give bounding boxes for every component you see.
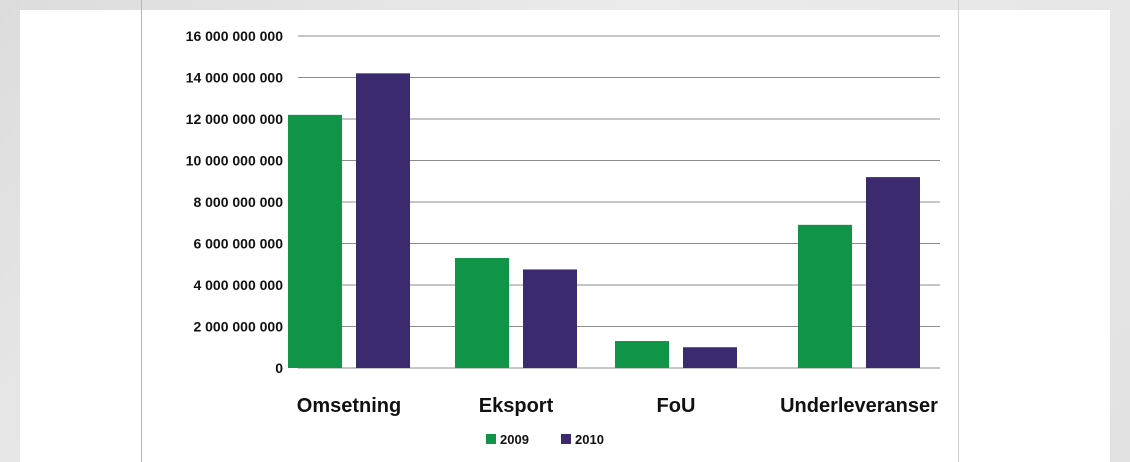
- y-tick-label: 12 000 000 000: [186, 111, 284, 127]
- x-category-label: Eksport: [479, 395, 554, 417]
- y-tick-label: 6 000 000 000: [193, 236, 283, 252]
- frame-divider-left: [141, 0, 142, 462]
- content-panel: [20, 10, 1110, 462]
- x-category-label: Omsetning: [297, 395, 401, 417]
- frame-divider-right: [958, 0, 959, 462]
- bar-2010-fou: [683, 347, 737, 368]
- y-tick-label: 14 000 000 000: [186, 70, 284, 86]
- bar-2009-fou: [615, 341, 669, 368]
- x-category-label: Underleveranser: [780, 395, 938, 417]
- bar-2009-omsetning: [288, 114, 342, 368]
- y-tick-label: 8 000 000 000: [193, 194, 283, 210]
- legend-label-2009: 2009: [500, 432, 529, 447]
- legend-swatch-2010: [561, 434, 571, 444]
- bar-2009-underleveranser: [798, 224, 852, 368]
- bar-2009-eksport: [455, 258, 509, 368]
- y-tick-label: 10 000 000 000: [186, 153, 284, 169]
- y-tick-label: 2 000 000 000: [193, 319, 283, 335]
- bar-2010-omsetning: [356, 73, 410, 368]
- legend-label-2010: 2010: [575, 432, 604, 447]
- y-tick-label: 4 000 000 000: [193, 277, 283, 293]
- bar-2010-eksport: [523, 269, 577, 368]
- legend-swatch-2009: [486, 434, 496, 444]
- y-tick-label: 16 000 000 000: [186, 28, 284, 44]
- y-tick-label: 0: [275, 360, 283, 376]
- x-category-label: FoU: [657, 395, 696, 417]
- bar-2010-underleveranser: [866, 177, 920, 368]
